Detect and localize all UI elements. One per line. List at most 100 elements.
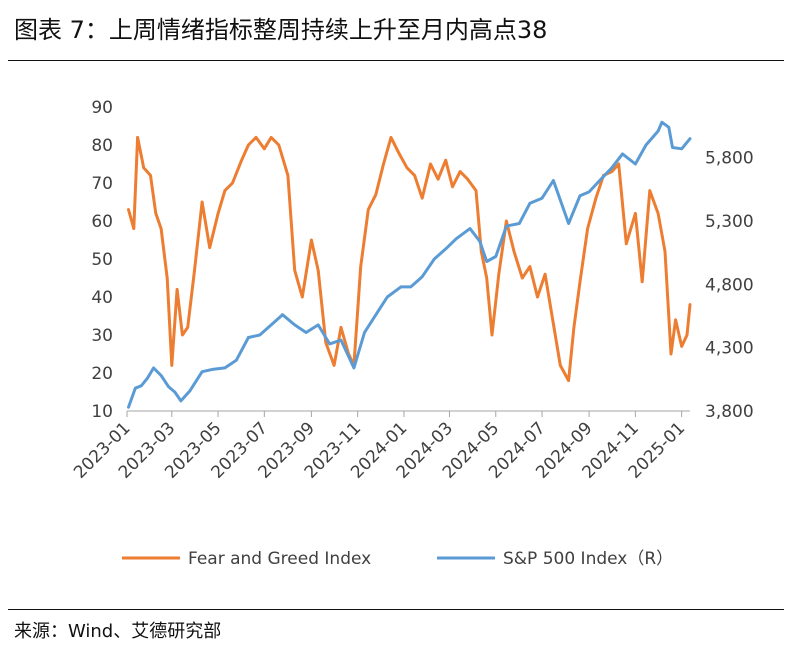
title-divider (8, 60, 784, 61)
y-right-tick-label: 3,800 (705, 402, 754, 422)
data-point (444, 247, 447, 251)
data-point (594, 197, 598, 200)
data-point (505, 219, 508, 223)
data-point (674, 318, 677, 321)
data-point (521, 276, 524, 280)
data-point (363, 331, 366, 334)
data-point (551, 318, 554, 321)
data-point (247, 336, 250, 339)
y-right-tick-label: 4,800 (705, 275, 754, 295)
data-point (386, 295, 389, 299)
data-point (610, 170, 613, 173)
y-left-tick-label: 60 (91, 212, 113, 232)
data-point (688, 137, 692, 140)
data-point (247, 143, 250, 147)
data-point (660, 121, 664, 124)
data-point (667, 126, 670, 129)
data-point (170, 364, 173, 367)
data-point (512, 250, 516, 253)
data-point (656, 212, 660, 215)
data-point (528, 202, 532, 205)
data-point (671, 146, 674, 149)
data-point (136, 136, 139, 139)
data-point (586, 227, 589, 230)
data-point (317, 323, 320, 327)
data-point (374, 313, 378, 316)
data-point (641, 280, 644, 283)
data-point (134, 387, 137, 390)
data-point (474, 189, 478, 192)
data-point (436, 178, 440, 181)
line-chart: 10 20 30 40 50 60 70 80 90 3,800 4,300 4,800 5,300 5,… (70, 98, 754, 569)
data-point (181, 333, 184, 337)
data-point (235, 359, 238, 362)
y-left-tick-label: 40 (91, 288, 113, 308)
y-left-tick-label: 90 (91, 98, 113, 118)
data-point (310, 238, 313, 242)
data-point (146, 376, 149, 380)
data-point (634, 162, 637, 166)
data-point (505, 224, 508, 228)
data-point (293, 269, 296, 272)
legend-label: Fear and Greed Index (188, 549, 371, 569)
data-point (286, 174, 290, 177)
data-point (485, 260, 488, 263)
data-point (173, 390, 176, 394)
data-point (485, 276, 488, 280)
y-left-tick-label: 20 (91, 364, 113, 384)
data-point (240, 159, 243, 162)
chart-axes: 10 20 30 40 50 60 70 80 90 3,800 4,300 4,800 5,300 5,… (70, 98, 754, 483)
y-right-tick-label: 4,300 (705, 339, 754, 359)
data-point (421, 197, 424, 200)
series-fear-greed (127, 135, 692, 383)
data-point (578, 194, 582, 197)
data-point (142, 166, 145, 169)
data-point (444, 159, 447, 162)
data-point (559, 364, 562, 367)
data-point (127, 406, 130, 409)
y-left-tick-label: 70 (91, 174, 113, 194)
data-point (154, 212, 157, 215)
data-point (212, 368, 215, 371)
data-point (688, 303, 692, 306)
y-left-tick-label: 50 (91, 250, 113, 270)
data-point (304, 331, 308, 334)
data-point (258, 333, 261, 337)
data-point (543, 273, 547, 276)
data-point (200, 200, 204, 204)
legend-sp500: S&P 500 Index（R） (437, 549, 673, 569)
data-point (572, 326, 576, 329)
data-point (216, 212, 220, 215)
data-point (208, 246, 211, 249)
data-point (421, 275, 424, 278)
data-point (339, 338, 343, 342)
data-point (540, 197, 544, 200)
data-point (466, 178, 469, 181)
data-point (223, 366, 227, 370)
data-point (680, 147, 683, 150)
data-point (324, 341, 327, 344)
data-point (382, 162, 385, 166)
figure-title: 图表 7：上周情绪指标整周持续上升至月内高点38 (14, 16, 548, 44)
data-point (167, 385, 170, 389)
data-point (634, 212, 637, 215)
y-right-tick-label: 5,300 (705, 212, 754, 232)
data-point (179, 399, 183, 403)
data-point (270, 323, 273, 327)
legend-fear-greed: Fear and Greed Index (122, 549, 371, 569)
data-point (332, 364, 336, 367)
data-point (270, 136, 273, 139)
data-point (231, 181, 234, 185)
data-point (359, 265, 362, 268)
data-point (374, 193, 378, 196)
data-point (166, 276, 169, 280)
data-point (669, 352, 673, 356)
data-point (399, 285, 403, 289)
data-point (140, 384, 143, 387)
data-point (451, 185, 454, 188)
y-right-tick-label: 5,800 (705, 149, 754, 169)
data-point (339, 326, 343, 329)
data-point (175, 288, 179, 291)
data-point (528, 265, 532, 268)
data-point (149, 174, 152, 177)
